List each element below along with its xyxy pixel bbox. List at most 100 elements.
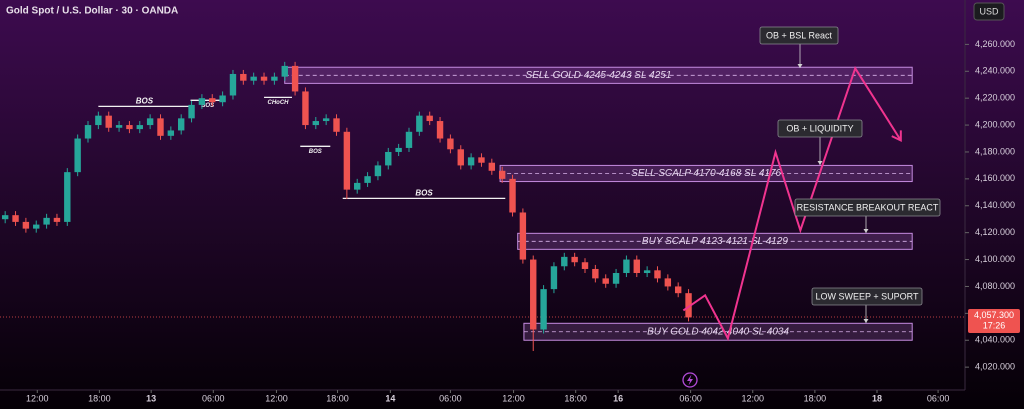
candle-body — [488, 162, 496, 171]
x-tick-label: 12:00 — [26, 393, 49, 403]
candle-body — [561, 256, 568, 267]
zone-label: BUY GOLD 4042-4040 SL 4034 — [647, 326, 789, 337]
callout-pointer-head — [863, 229, 869, 233]
candle-body — [157, 118, 164, 136]
candle-body — [374, 165, 382, 177]
callout-pointer-head — [817, 161, 823, 165]
candle-body — [12, 215, 19, 222]
zone-label: SELL SCALP 4170-4168 SL 4176 — [631, 168, 781, 179]
candle-body — [664, 278, 672, 287]
candle-body — [105, 115, 112, 128]
candle-body — [188, 104, 195, 119]
x-tick-label: 18 — [872, 393, 882, 403]
candle-body — [436, 121, 444, 139]
x-tick-label: 06:00 — [679, 393, 702, 403]
candle-body — [550, 266, 558, 290]
structure-label: BOS — [415, 188, 433, 197]
x-tick-label: 18:00 — [564, 393, 587, 403]
candle-body — [674, 286, 682, 294]
candle-body — [405, 131, 413, 148]
x-tick-label: 14 — [385, 393, 395, 403]
callout-box — [811, 287, 923, 306]
callout-box — [759, 26, 839, 45]
last-price-label: 4,057.300 — [974, 310, 1014, 320]
candle-body — [126, 125, 133, 130]
callout-label: OB + LIQUIDITY — [786, 123, 853, 133]
projection-path — [682, 66, 902, 342]
chart-title: Gold Spot / U.S. Dollar · 30 · OANDA — [6, 6, 178, 17]
candle-body — [33, 224, 40, 229]
candle-body — [250, 76, 257, 81]
y-tick-label: 4,080.000 — [975, 281, 1015, 291]
candle-body — [302, 91, 309, 126]
x-tick-label: 13 — [146, 393, 156, 403]
candle-body — [322, 118, 330, 122]
zone-label: BUY SCALP 4123-4121 SL 4129 — [642, 236, 788, 247]
candle-body — [219, 95, 226, 103]
candle-body — [146, 118, 154, 126]
structure-label: BOS — [136, 96, 154, 105]
candle-body — [229, 73, 237, 96]
callout-pointer-head — [797, 64, 803, 68]
candle-body — [177, 118, 185, 131]
callout-box — [777, 119, 863, 138]
x-tick-label: 18:00 — [804, 393, 827, 403]
y-tick-label: 4,120.000 — [975, 227, 1015, 237]
candle-body — [478, 157, 485, 163]
callout-box — [794, 198, 941, 217]
candle-body — [167, 130, 175, 136]
candle-body — [602, 278, 609, 284]
candle-body — [53, 217, 61, 222]
currency-label[interactable]: USD — [979, 6, 999, 16]
x-tick-label: 16 — [613, 393, 623, 403]
candle-body — [312, 121, 319, 126]
candle-body — [623, 259, 630, 273]
structure-label: CHoCH — [268, 100, 290, 106]
candle-body — [260, 76, 268, 81]
callout-label: OB + BSL React — [766, 30, 832, 40]
candle-body — [385, 151, 392, 166]
last-price-tag — [968, 308, 1020, 333]
candle-body — [136, 125, 143, 130]
candle-body — [364, 176, 371, 183]
candle-body — [281, 65, 288, 77]
y-tick-label: 4,020.000 — [975, 362, 1015, 372]
y-tick-label: 4,160.000 — [975, 173, 1015, 183]
candle-body — [416, 115, 423, 132]
callout-label: LOW SWEEP + SUPORT — [816, 291, 919, 301]
candle-body — [571, 256, 578, 263]
candle-body — [612, 273, 620, 284]
candle-body — [592, 268, 599, 279]
x-tick-label: 12:00 — [741, 393, 764, 403]
candle-body — [209, 98, 216, 103]
candle-body — [84, 125, 92, 139]
y-tick-label: 4,240.000 — [975, 66, 1015, 76]
alert-icon[interactable] — [682, 372, 698, 388]
y-tick-label: 4,140.000 — [975, 200, 1015, 210]
currency-button[interactable] — [973, 2, 1005, 21]
callout-pointer-head — [863, 319, 869, 323]
candle-body — [22, 221, 30, 229]
candle-body — [43, 217, 50, 225]
x-tick-label: 06:00 — [927, 393, 950, 403]
candle-body — [74, 138, 81, 173]
y-tick-label: 4,100.000 — [975, 254, 1015, 264]
candle-body — [271, 76, 278, 81]
x-tick-label: 06:00 — [202, 393, 225, 403]
x-tick-label: 18:00 — [326, 393, 349, 403]
candle-body — [685, 293, 692, 318]
structure-label: BOS — [309, 149, 322, 155]
candle-body — [395, 147, 402, 152]
candle-body — [426, 115, 433, 122]
x-tick-label: 12:00 — [265, 393, 288, 403]
x-tick-label: 12:00 — [502, 393, 525, 403]
candle-body — [457, 149, 464, 166]
candle-body — [467, 157, 475, 166]
candle-body — [95, 115, 102, 126]
candle-body — [643, 270, 651, 273]
projection-arrowhead — [891, 130, 902, 142]
x-tick-label: 18:00 — [88, 393, 111, 403]
candle-body — [198, 98, 206, 105]
